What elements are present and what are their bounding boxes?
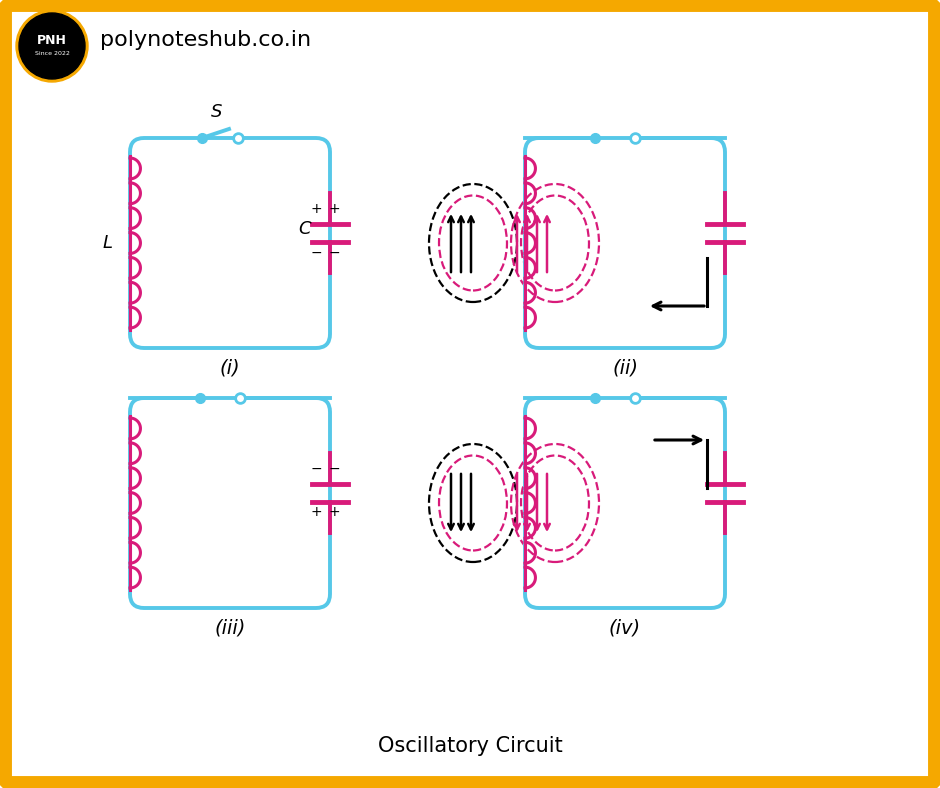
Text: (i): (i) [220,358,241,377]
Text: +: + [328,202,340,215]
Text: Since 2022: Since 2022 [35,50,70,55]
Text: L: L [103,234,113,252]
FancyBboxPatch shape [5,5,935,783]
Text: PNH: PNH [37,34,67,46]
Text: polynoteshub.co.in: polynoteshub.co.in [100,30,311,50]
Text: (iii): (iii) [214,618,245,637]
Text: Oscillatory Circuit: Oscillatory Circuit [378,736,562,756]
Text: +: + [328,505,340,519]
Text: C: C [298,220,310,237]
Text: (ii): (ii) [612,358,638,377]
Text: +: + [310,202,321,215]
Text: −: − [328,246,340,259]
Text: −: − [310,246,321,259]
Text: 🎓: 🎓 [49,23,55,33]
Circle shape [16,10,88,82]
Text: −: − [310,462,321,475]
Text: (iv): (iv) [609,618,641,637]
Circle shape [19,13,85,79]
Text: −: − [328,462,340,475]
Text: +: + [310,505,321,519]
Text: S: S [211,103,222,121]
